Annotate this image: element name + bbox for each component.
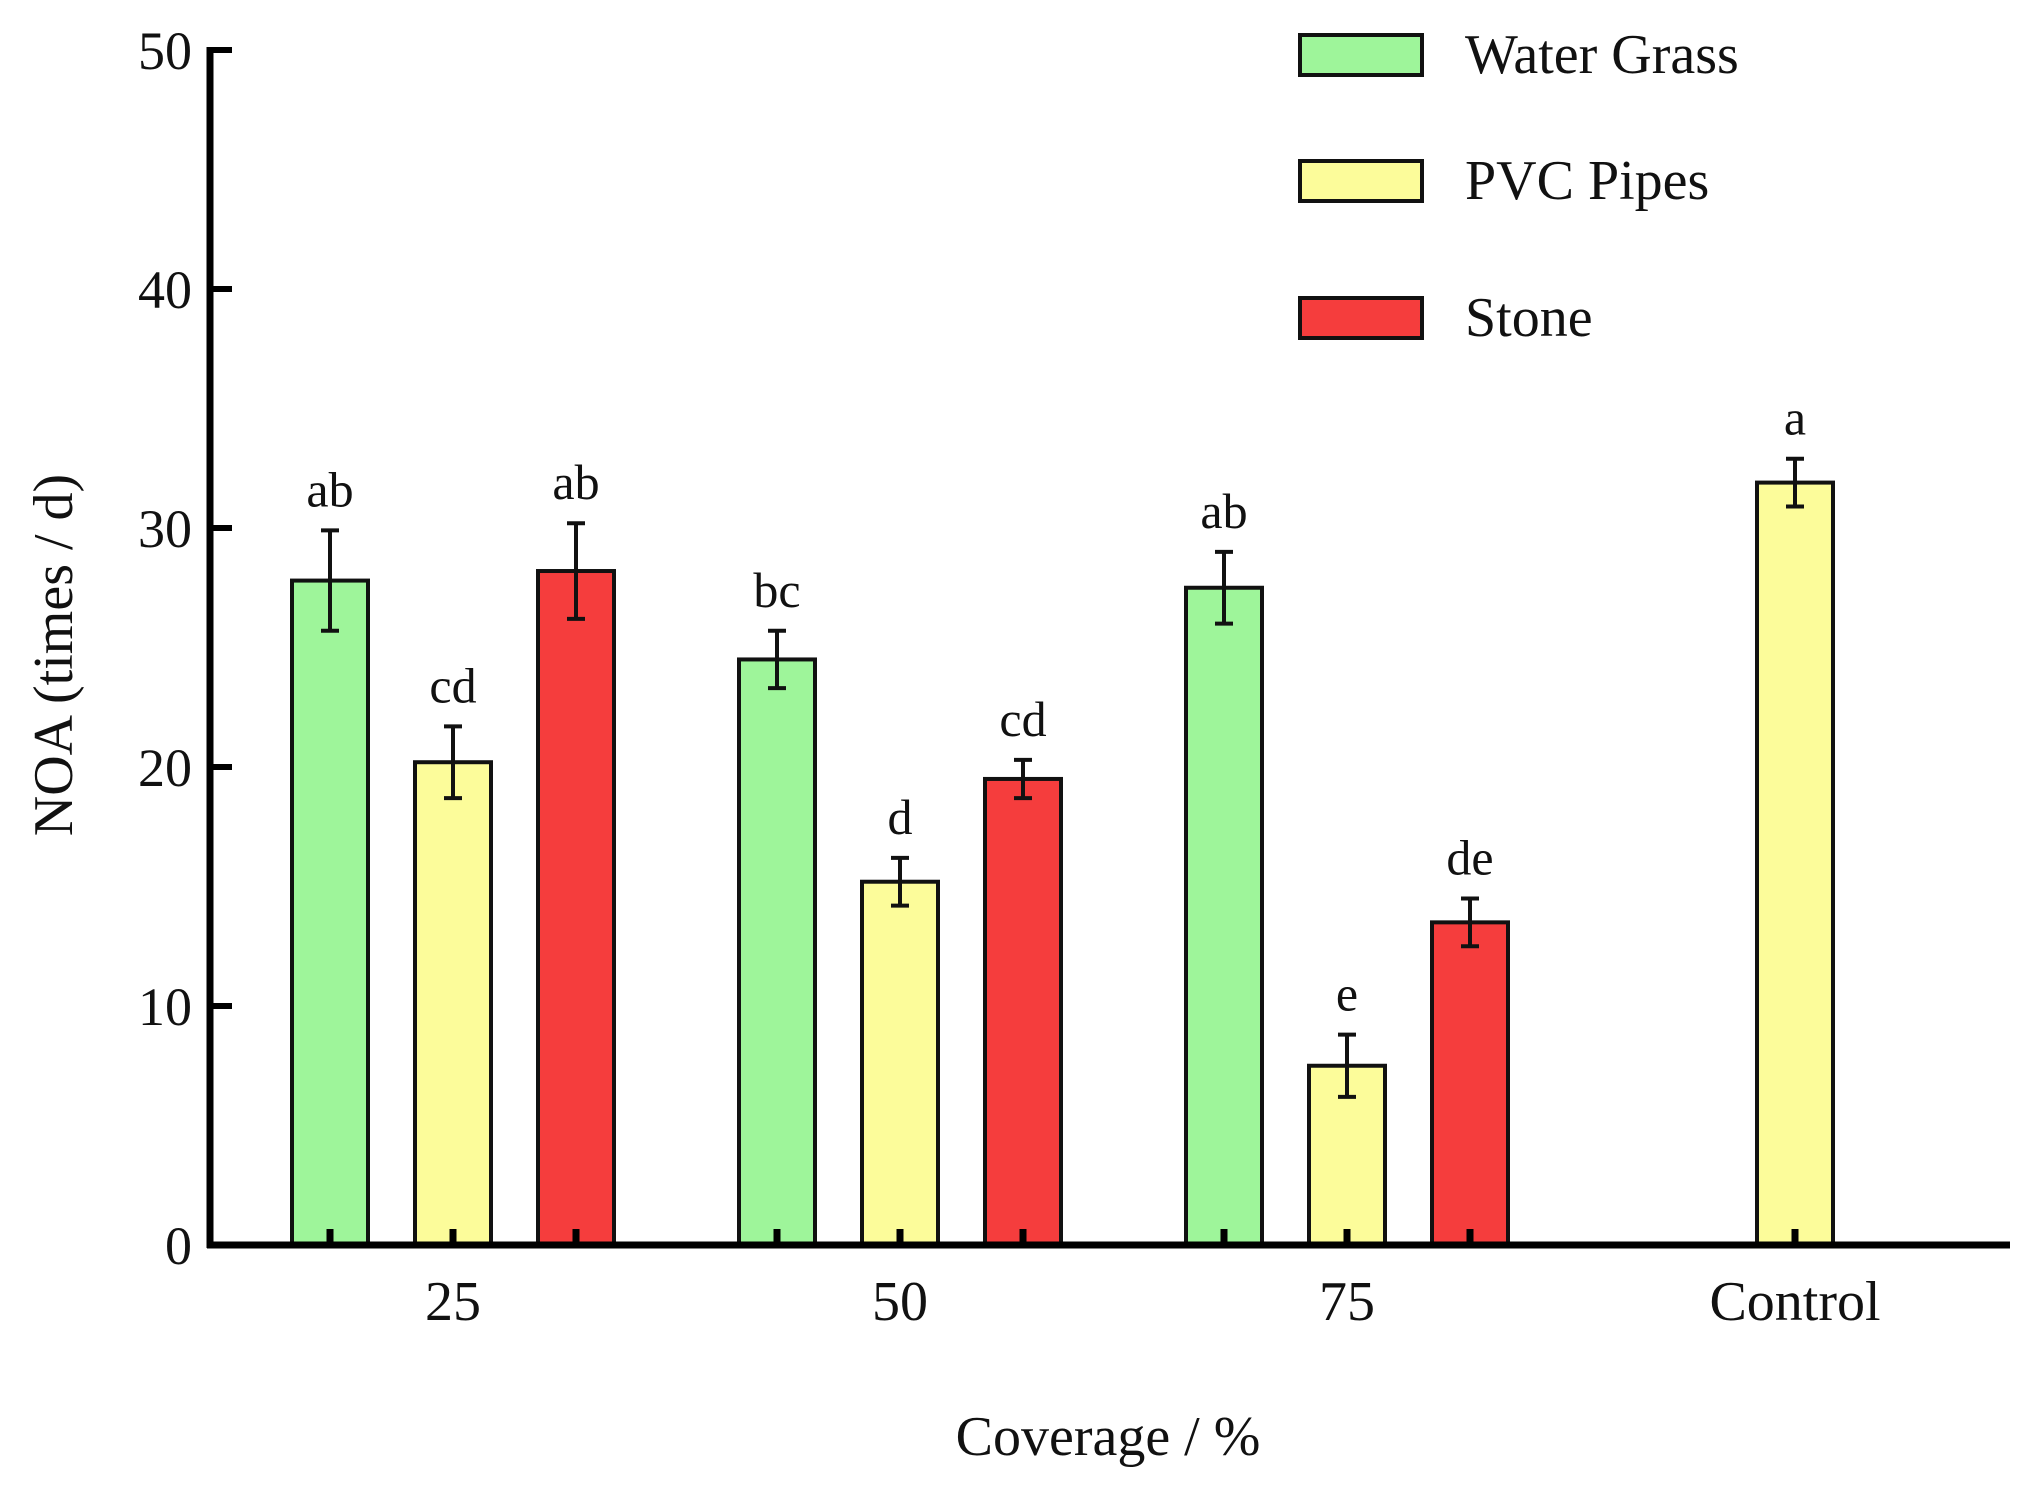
y-tick-label: 10 (138, 977, 192, 1037)
legend-swatch-stone (1298, 296, 1424, 340)
bar-pvc-pipes-50 (860, 879, 940, 1247)
legend-label-water-grass: Water Grass (1465, 24, 1739, 86)
significance-label: bc (753, 562, 800, 618)
x-tick-label: 50 (872, 1271, 928, 1333)
x-tick-label: Control (1709, 1271, 1880, 1333)
bar-stone-75 (1430, 920, 1510, 1247)
bar-water-grass-75 (1184, 585, 1264, 1247)
significance-label: e (1336, 966, 1358, 1022)
y-tick-label: 0 (165, 1216, 192, 1276)
y-tick-label: 50 (138, 21, 192, 81)
bar-water-grass-50 (737, 657, 817, 1247)
y-tick-label: 20 (138, 738, 192, 798)
legend-label-pvc-pipes: PVC Pipes (1465, 150, 1709, 212)
y-ticks: 0 10 20 30 40 50 (138, 21, 232, 1276)
x-axis-title: Coverage / % (956, 1406, 1261, 1468)
bars-layer: ab cd ab bc d cd ab e de a (290, 390, 1835, 1247)
significance-label: de (1446, 829, 1493, 885)
y-axis-title: NOA (times / d) (23, 474, 85, 836)
x-tick-label: 75 (1319, 1271, 1375, 1333)
x-tick-label: 25 (425, 1271, 481, 1333)
bar-stone-50 (983, 776, 1063, 1247)
significance-label: ab (306, 461, 353, 517)
bar-water-grass-25 (290, 578, 370, 1247)
legend-swatch-water-grass (1298, 33, 1424, 77)
significance-label: ab (552, 454, 599, 510)
bar-stone-25 (536, 569, 616, 1247)
significance-label: ab (1200, 483, 1247, 539)
significance-label: a (1784, 390, 1806, 446)
legend-label-stone: Stone (1465, 287, 1593, 349)
bar-pvc-pipes-25 (413, 760, 493, 1247)
y-tick-label: 30 (138, 499, 192, 559)
bar-pvc-pipes-control (1755, 480, 1835, 1247)
x-ticks: 25 50 75 Control (425, 1271, 1881, 1333)
significance-label: d (888, 789, 913, 845)
significance-label: cd (999, 691, 1046, 747)
significance-label: cd (429, 657, 476, 713)
legend-swatch-pvc-pipes (1298, 159, 1424, 203)
axes-layer (206, 47, 2010, 1249)
y-tick-label: 40 (138, 260, 192, 320)
legend: Water Grass PVC Pipes Stone (1298, 24, 1739, 349)
